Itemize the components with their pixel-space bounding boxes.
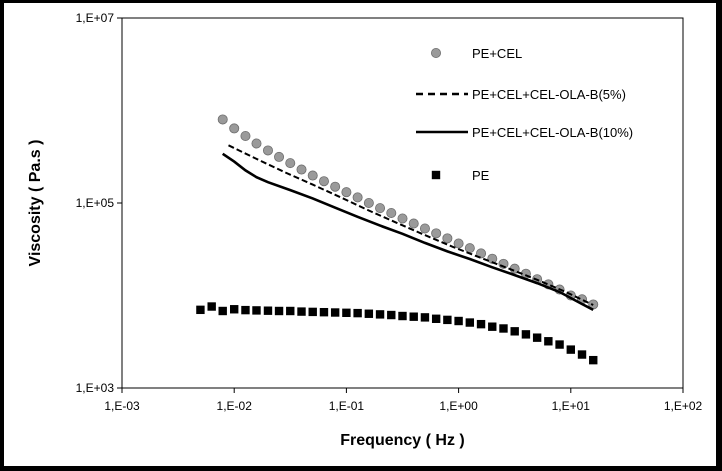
y-axis-title: Viscosity ( Pa.s ) — [27, 140, 44, 267]
data-point — [454, 316, 463, 326]
data-point — [352, 192, 363, 203]
data-point — [297, 307, 306, 316]
data-point — [375, 310, 385, 319]
legend-label: PE+CEL+CEL-OLA-B(5%) — [472, 87, 626, 102]
data-point — [263, 306, 273, 315]
legend: PE+CEL PE+CEL+CEL-OLA-B(5%) PE+CEL+CEL-OLA… — [416, 46, 633, 183]
series-pe — [196, 302, 598, 365]
data-point — [285, 158, 296, 169]
x-tick-label: 1,E+00 — [439, 399, 478, 413]
data-point — [566, 345, 575, 354]
data-point — [241, 305, 250, 315]
axes: 1,E-03 1,E-02 1,E-01 1,E+00 1,E+01 1,E+02 1,E+… — [76, 11, 703, 413]
data-point — [544, 337, 553, 346]
data-point — [274, 151, 285, 162]
data-point — [341, 187, 352, 198]
data-point — [207, 302, 216, 311]
data-point — [386, 207, 397, 218]
legend-item: PE+CEL — [430, 46, 522, 61]
data-point — [488, 322, 497, 331]
x-axis-title: Frequency ( Hz ) — [340, 432, 464, 449]
legend-item: PE — [431, 168, 490, 183]
data-point — [431, 314, 441, 323]
y-tick-label: 1,E+05 — [76, 196, 115, 210]
data-point — [476, 248, 487, 259]
data-point — [307, 170, 318, 181]
data-point — [218, 306, 227, 316]
viscosity-chart: 1,E-03 1,E-02 1,E-01 1,E+00 1,E+01 1,E+02 1,E+… — [27, 11, 703, 449]
data-point — [330, 181, 341, 192]
series-line — [228, 144, 594, 306]
plot-area — [121, 17, 684, 389]
data-point — [251, 138, 262, 149]
data-point — [589, 355, 598, 365]
data-point — [240, 131, 251, 142]
legend-item: PE+CEL+CEL-OLA-B(5%) — [416, 87, 626, 102]
data-point — [196, 305, 205, 315]
x-tick-label: 1,E-02 — [217, 399, 253, 413]
data-point — [308, 307, 317, 317]
data-point — [521, 330, 531, 339]
data-point — [398, 311, 407, 321]
x-tick-label: 1,E+02 — [664, 399, 703, 413]
data-point — [499, 324, 508, 333]
series-layer — [196, 114, 599, 365]
data-point — [397, 213, 408, 224]
data-point — [252, 306, 261, 315]
data-point — [443, 315, 452, 325]
data-point — [296, 164, 307, 175]
data-point — [353, 308, 362, 318]
data-point — [274, 306, 284, 316]
data-point — [330, 308, 340, 317]
chart-panel: 1,E-03 1,E-02 1,E-01 1,E+00 1,E+01 1,E+02 1,E+… — [4, 3, 716, 466]
legend-label: PE+CEL+CEL-OLA-B(10%) — [472, 125, 633, 140]
series-line — [221, 152, 594, 311]
legend-label: PE+CEL — [472, 46, 522, 61]
data-point — [375, 203, 386, 214]
legend-marker — [431, 170, 441, 180]
data-point — [555, 340, 564, 349]
data-point — [465, 318, 475, 327]
data-point — [387, 310, 396, 320]
data-point — [230, 305, 239, 314]
data-point — [262, 145, 273, 156]
x-tick-label: 1,E-03 — [104, 399, 140, 413]
plot-border — [121, 17, 684, 389]
x-tick-label: 1,E+01 — [552, 399, 591, 413]
data-point — [318, 176, 329, 187]
data-point — [408, 218, 419, 229]
data-point — [442, 233, 453, 244]
legend-marker — [430, 48, 441, 59]
data-point — [510, 327, 519, 336]
data-point — [363, 197, 374, 208]
data-point — [532, 333, 542, 342]
data-point — [217, 114, 228, 125]
data-point — [364, 309, 374, 318]
series-pe-cel-cel-ola-b-5 — [228, 144, 594, 306]
data-point — [431, 228, 442, 239]
data-point — [420, 313, 430, 322]
data-point — [229, 123, 240, 134]
data-point — [409, 312, 418, 321]
data-point — [419, 223, 430, 234]
legend-label: PE — [472, 168, 490, 183]
data-point — [577, 350, 587, 359]
series-pe-cel-cel-ola-b-10 — [221, 152, 594, 311]
data-point — [342, 308, 351, 318]
legend-item: PE+CEL+CEL-OLA-B(10%) — [416, 125, 633, 140]
data-point — [464, 243, 475, 254]
data-point — [476, 319, 486, 329]
y-tick-label: 1,E+07 — [76, 11, 115, 25]
data-point — [453, 238, 464, 249]
data-point — [286, 306, 295, 316]
y-tick-label: 1,E+03 — [76, 381, 115, 395]
data-point — [319, 307, 329, 317]
x-tick-label: 1,E-01 — [329, 399, 365, 413]
